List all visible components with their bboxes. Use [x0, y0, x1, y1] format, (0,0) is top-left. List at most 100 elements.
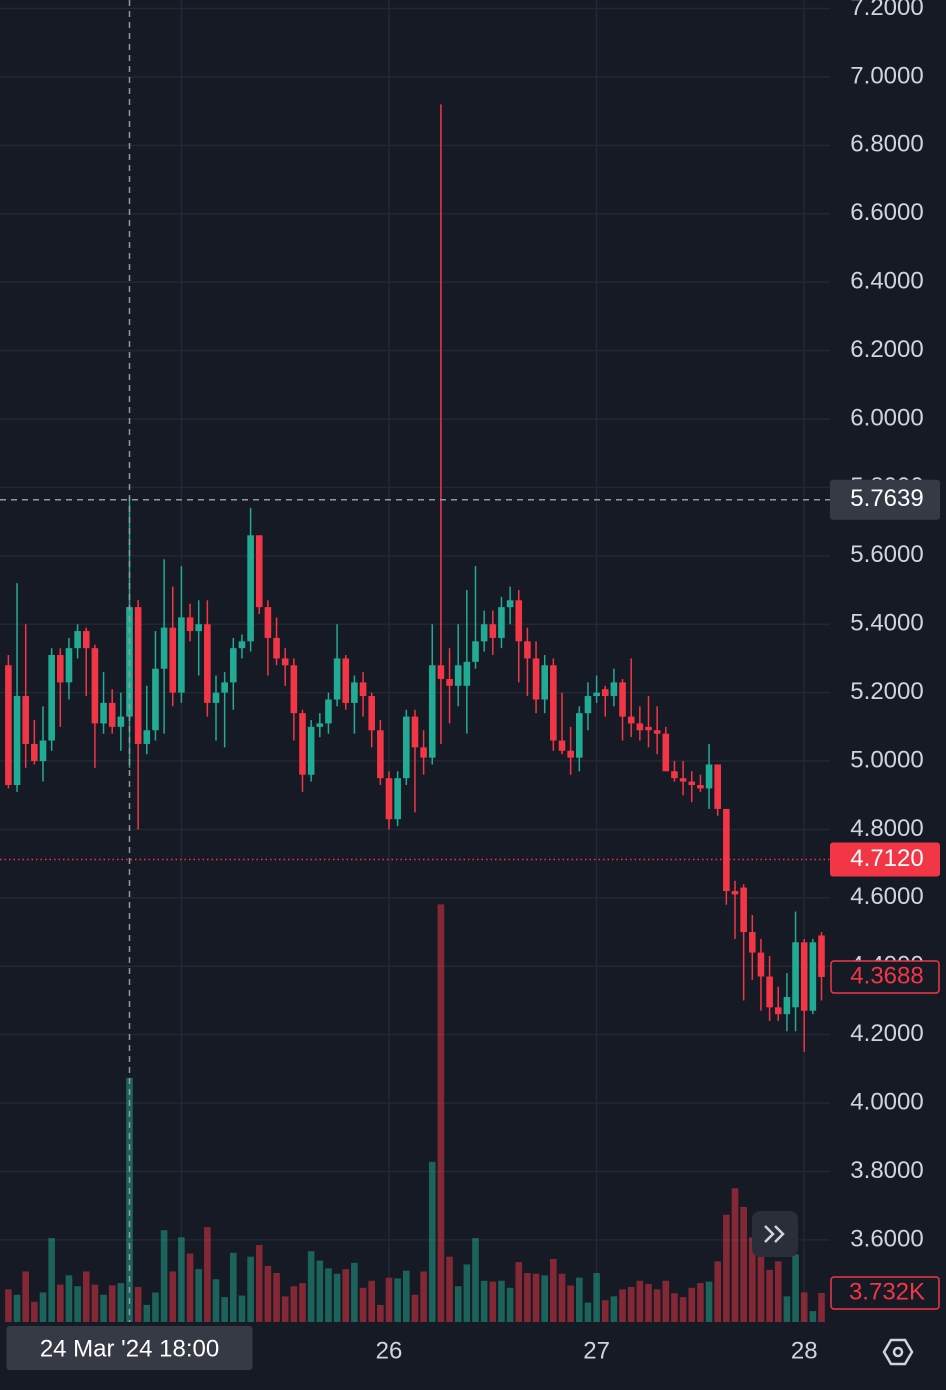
volume-bar [671, 1293, 678, 1322]
volume-bar [290, 1286, 298, 1322]
volume-bar [273, 1273, 280, 1322]
candle-body [186, 617, 194, 632]
volume-bar [645, 1283, 652, 1322]
last-price-label: 4.3688 [850, 962, 923, 989]
y-tick-label: 6.6000 [850, 199, 923, 226]
candle-body [359, 682, 367, 697]
volume-bar [420, 1271, 427, 1322]
candle-body [662, 733, 670, 772]
volume-bar [774, 1261, 782, 1322]
candle-body [299, 713, 306, 775]
volume-bar [809, 1311, 817, 1322]
volume-bar [368, 1280, 375, 1322]
candle-body [576, 713, 583, 758]
volume-bar [723, 1214, 730, 1322]
volume-bar [238, 1295, 246, 1322]
candle-body [325, 699, 332, 724]
candle-body [238, 641, 246, 649]
volume-bar [5, 1289, 12, 1322]
scroll-button[interactable] [752, 1211, 798, 1257]
candle-body [619, 682, 626, 717]
candle-body [671, 771, 678, 779]
overlay: 4.7120 4.3688 3.732K 5.7639 24 Mar '24 18:00 [0, 0, 940, 1370]
x-tick-label: 27 [583, 1337, 610, 1364]
volume-bar [178, 1237, 185, 1322]
candle-body [714, 764, 721, 809]
volume-bar [204, 1227, 211, 1322]
volume-bar [316, 1260, 324, 1322]
candle-body [749, 932, 756, 953]
volume-bar [264, 1266, 272, 1322]
candle-body [515, 600, 523, 642]
y-tick-label: 6.4000 [850, 268, 923, 295]
candle-body [558, 740, 566, 751]
candle-body [273, 637, 280, 659]
candle-body [653, 730, 661, 734]
volume-bar [333, 1273, 341, 1322]
volume-bar [117, 1283, 125, 1322]
candle-body [169, 627, 177, 693]
candle-body [403, 716, 410, 779]
volume-bar [82, 1271, 90, 1322]
volume-bar [515, 1262, 523, 1322]
candle-body [385, 778, 393, 820]
volume-bar [766, 1269, 773, 1322]
volume-bar [532, 1273, 540, 1322]
volume-bar [247, 1256, 254, 1322]
candle-body [679, 778, 687, 782]
candle-body [290, 665, 298, 714]
volume-bar [446, 1256, 453, 1322]
candle-body [792, 942, 799, 1008]
candle-body [74, 631, 81, 649]
volume-bar [255, 1245, 263, 1322]
last-volume-box [830, 1276, 940, 1310]
y-tick-label: 5.0000 [850, 746, 923, 773]
reference-label-box [830, 842, 940, 877]
y-tick-label: 4.6000 [850, 883, 923, 910]
volume-bar [679, 1297, 687, 1322]
y-tick-label: 5.6000 [850, 541, 923, 568]
candle-body [152, 668, 159, 731]
candle-body [697, 784, 704, 789]
volume-bar [307, 1251, 315, 1322]
candle-body [48, 655, 55, 741]
volume-bar [463, 1264, 471, 1322]
volume-bar [74, 1286, 81, 1322]
volume-bar [472, 1238, 479, 1322]
candle-body [230, 648, 237, 683]
candle-body [221, 682, 228, 693]
candle-body [134, 607, 142, 744]
candle-body [57, 655, 64, 683]
candle-body [800, 942, 808, 1011]
volume-bar [100, 1294, 107, 1322]
candle-body [420, 747, 427, 758]
candle-body [818, 935, 825, 977]
volume-bar [749, 1237, 756, 1322]
volume-bar [13, 1294, 21, 1322]
volume-bar [480, 1280, 488, 1322]
candle-body [255, 535, 263, 608]
volume-bar [152, 1292, 159, 1322]
candle-body [584, 696, 592, 714]
volume-bar [576, 1277, 583, 1322]
candle-body [705, 764, 713, 789]
candle-body [498, 607, 505, 638]
y-tick-label: 7.2000 [850, 0, 923, 21]
volume-bar [91, 1284, 99, 1322]
volume-bar [558, 1273, 566, 1322]
candle-body [446, 678, 453, 686]
y-tick-label: 7.0000 [850, 62, 923, 89]
candle-body [567, 750, 574, 758]
settings-icon[interactable] [882, 1338, 914, 1366]
plot-area [5, 104, 825, 1322]
candle-body [100, 702, 107, 724]
volume-bar [325, 1268, 332, 1322]
candle-body [22, 696, 29, 744]
crosshair-price-box [830, 479, 940, 520]
y-tick-label: 5.4000 [850, 610, 923, 637]
volume-bar [403, 1270, 410, 1322]
candle-body [645, 726, 652, 731]
volume-bar [160, 1230, 168, 1322]
volume-bar [498, 1280, 505, 1322]
volume-bar [627, 1287, 635, 1322]
